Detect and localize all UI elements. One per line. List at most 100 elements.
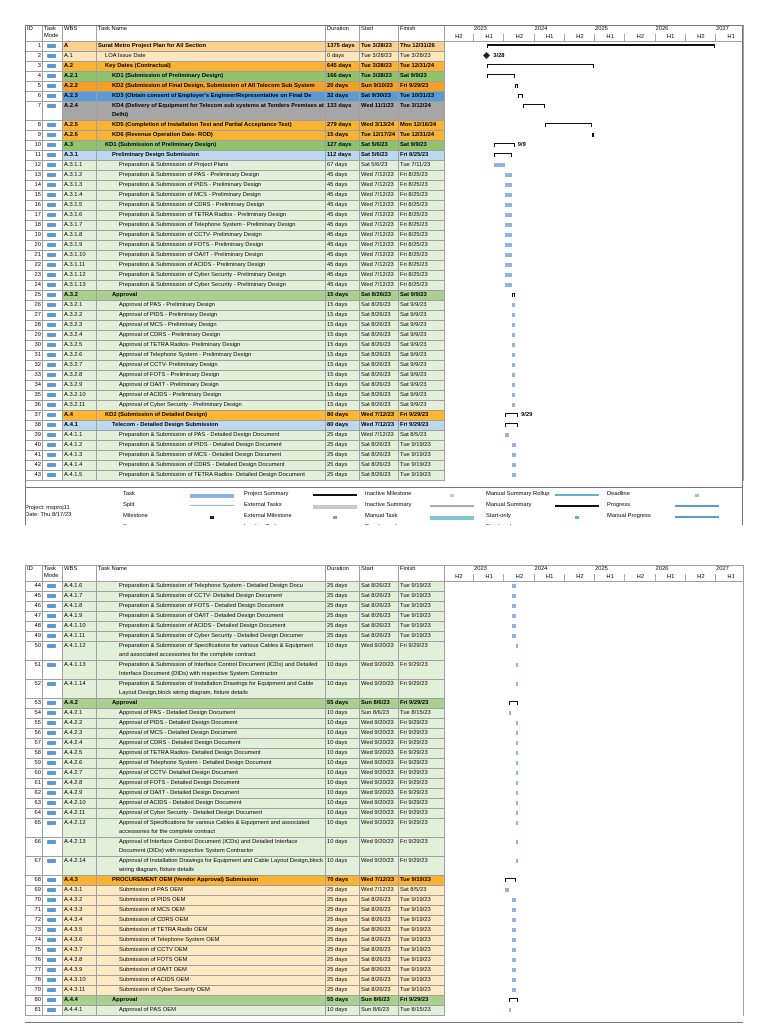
mode-icon	[47, 473, 56, 477]
gantt-cell	[444, 698, 744, 709]
task-row: 29 A.3.2.4 Approval of CDRS - Preliminary …	[25, 330, 744, 341]
legend-label: External Tasks	[244, 502, 282, 508]
half-label: H1	[473, 34, 504, 41]
mode-icon	[47, 443, 56, 447]
task-bar	[512, 633, 517, 638]
gantt-cell	[444, 915, 744, 926]
gantt-cell	[444, 180, 744, 191]
summary-end	[513, 73, 515, 78]
header-cell: Start	[359, 25, 399, 42]
mode-icon	[47, 153, 56, 157]
mode-icon	[47, 624, 56, 628]
finish: Tue 9/19/23	[398, 591, 445, 602]
mode-icon	[47, 682, 56, 686]
task-bar	[512, 603, 517, 608]
summary-end	[513, 292, 515, 297]
half-label: H1	[594, 574, 625, 581]
gantt-cell	[444, 61, 744, 72]
task-bar	[504, 172, 513, 177]
gantt-cell	[444, 738, 744, 749]
task-id: 62	[25, 788, 43, 799]
legend-box	[25, 487, 743, 525]
task-bar	[508, 1007, 511, 1012]
gantt-cell	[444, 679, 744, 699]
task-row: 13 A.3.1.2 Preparation & Submission of PAS…	[25, 170, 744, 181]
summary-end	[493, 142, 495, 147]
duration: 25 days	[325, 905, 360, 916]
task-row: 69 A.4.3.1 Submission of PAS OEM 25 days Wed…	[25, 885, 744, 896]
duration: 10 days	[325, 778, 360, 789]
wbs: A.4.2.7	[62, 768, 97, 779]
half-label: H2	[563, 574, 595, 581]
task-name: Approval of TETRA Radios- Detailed Desig…	[96, 748, 326, 759]
mode-icon	[47, 928, 56, 932]
half-label: H1	[654, 34, 686, 41]
task-id: 56	[25, 728, 43, 739]
duration: 55 days	[325, 995, 360, 1006]
start: Wed 9/20/23	[359, 718, 399, 729]
task-id: 59	[25, 758, 43, 769]
summary-end	[514, 83, 516, 88]
finish: Tue 9/19/23	[398, 601, 445, 612]
gantt-cell	[444, 330, 744, 341]
task-row: 68 A.4.3 PROCUREMENT OEM (Vendor Approval)…	[25, 875, 744, 886]
start: Wed 9/20/23	[359, 818, 399, 838]
year-label: 2025	[595, 26, 608, 33]
legend-label: Manual Task	[365, 513, 398, 519]
start: Wed 9/20/23	[359, 778, 399, 789]
task-bar	[512, 967, 517, 972]
finish: Fri 9/29/23	[398, 698, 445, 709]
task-bar	[504, 252, 513, 257]
legend-symbol	[313, 494, 357, 496]
duration: 10 days	[325, 679, 360, 699]
half-label: H1	[533, 574, 565, 581]
duration: 10 days	[325, 748, 360, 759]
summary-end	[493, 152, 495, 157]
task-bar	[512, 613, 517, 618]
task-row: 79 A.4.3.11 Submission of Cyber Security O…	[25, 985, 744, 996]
mode-icon	[47, 94, 56, 98]
task-name: Submission of TETRA Radio OEM	[96, 925, 326, 936]
wbs: A.4.2.3	[62, 728, 97, 739]
task-name: Submission of FOTS OEM	[96, 955, 326, 966]
task-name: Approval of Telephone System - Detailed …	[96, 758, 326, 769]
year-label: 2025	[595, 566, 608, 573]
half-label: H2	[684, 34, 716, 41]
wbs: A.4.1.6	[62, 581, 97, 592]
finish: Tue 9/19/23	[398, 915, 445, 926]
task-bar	[516, 858, 519, 863]
task-name: Approval of CDRS - Detailed Design Docum…	[96, 738, 326, 749]
finish: Tue 9/19/23	[398, 985, 445, 996]
summary-bar	[512, 292, 515, 294]
legend-box	[25, 1022, 743, 1024]
wbs: A.4.2.11	[62, 808, 97, 819]
gantt-cell	[444, 370, 744, 381]
task-mode	[42, 808, 63, 819]
header-cell: Finish	[398, 565, 445, 582]
task-id: 58	[25, 748, 43, 759]
year-label: 2026	[655, 566, 669, 573]
gantt-cell	[444, 975, 744, 986]
legend-symbol	[675, 505, 719, 507]
finish: Fri 9/29/23	[398, 818, 445, 838]
task-name: Submission of PAS OEM	[96, 885, 326, 896]
task-name: Approval of MCS - Detailed Design Docume…	[96, 728, 326, 739]
legend-label: Inactive Task	[244, 524, 277, 525]
task-mode	[42, 768, 63, 779]
legend-symbol	[190, 494, 234, 498]
start: Sat 8/26/23	[359, 631, 399, 642]
task-row: 76 A.4.3.8 Submission of FOTS OEM 25 days Sa…	[25, 955, 744, 966]
mode-icon	[47, 64, 56, 68]
task-name: Preparation & Submission of Installation…	[96, 679, 326, 699]
summary-end	[517, 83, 519, 88]
task-id: 78	[25, 975, 43, 986]
mode-icon	[47, 323, 56, 327]
legend-label: Duration-only	[365, 524, 399, 525]
finish: Tue 9/19/23	[398, 581, 445, 592]
gantt-cell	[444, 818, 744, 838]
gantt-cell: 3/28	[444, 51, 744, 62]
task-bar	[504, 272, 513, 277]
finish: Fri 9/29/23	[398, 679, 445, 699]
task-id: 65	[25, 818, 43, 838]
task-bar	[512, 593, 517, 598]
